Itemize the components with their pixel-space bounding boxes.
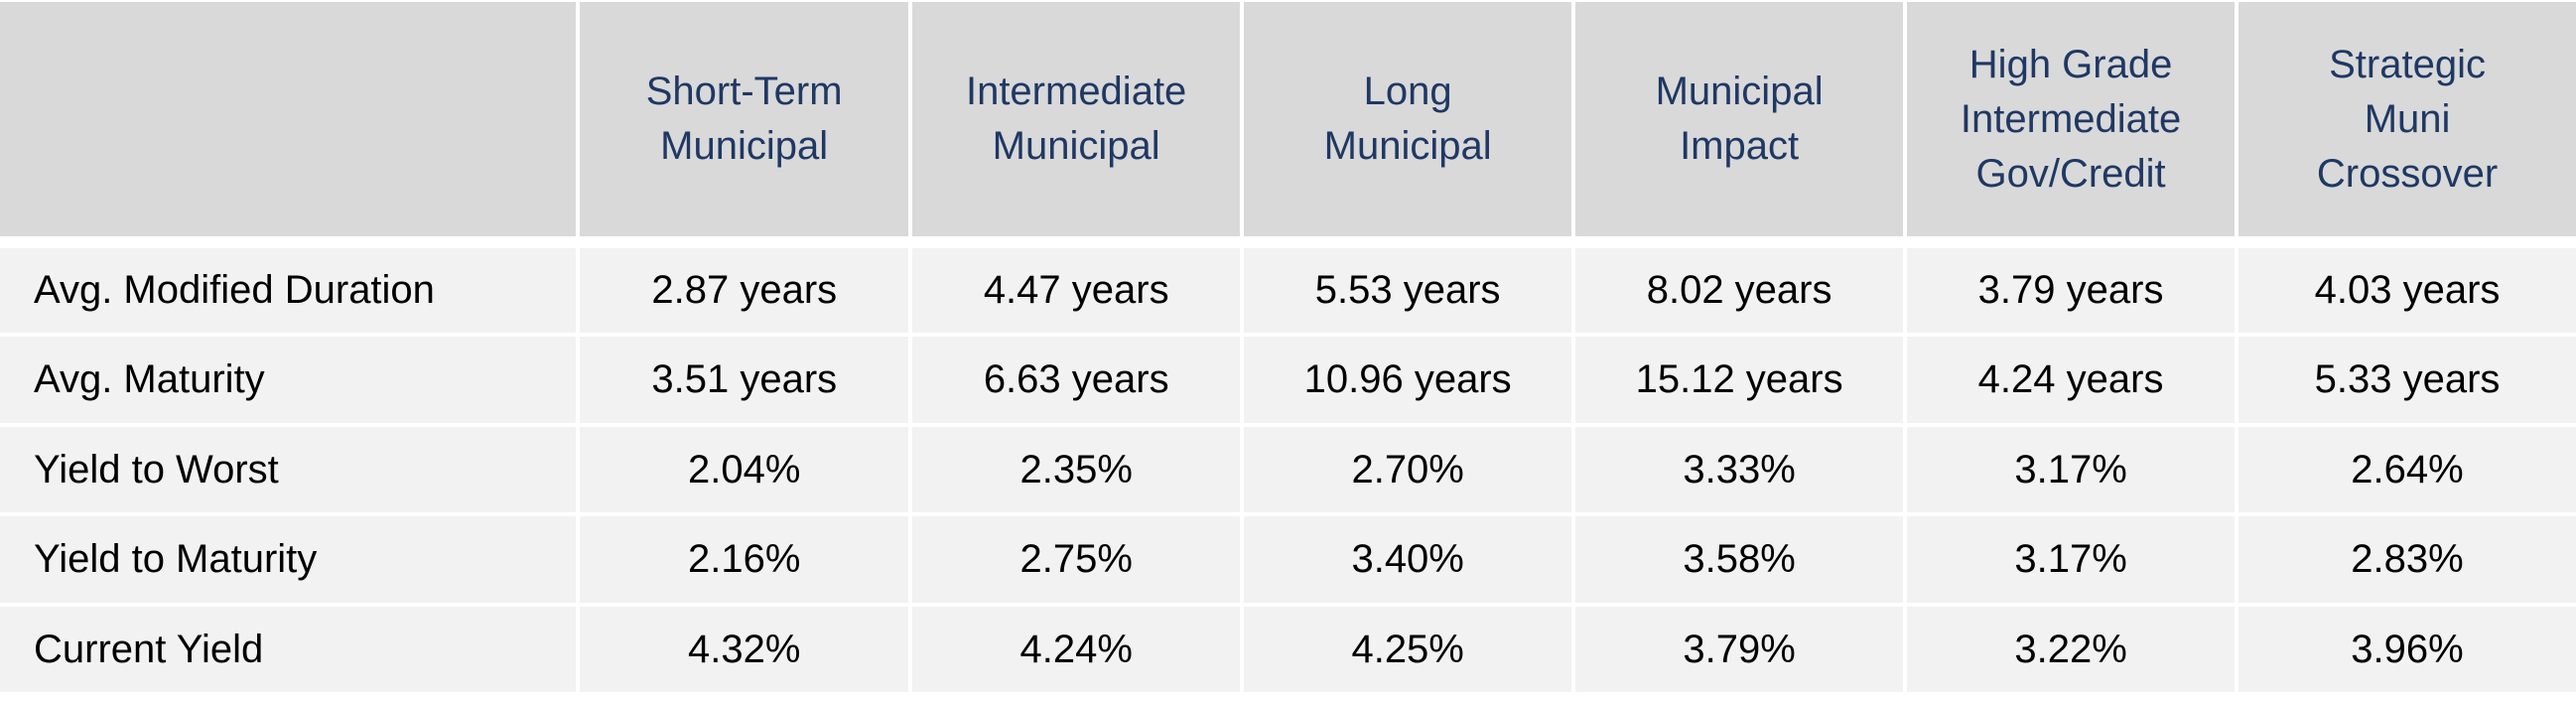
- table-cell: 3.96%: [2238, 607, 2576, 692]
- row-label: Current Yield: [0, 607, 577, 692]
- table-cell: 4.24 years: [1907, 337, 2236, 423]
- header-cell-strategic-muni-crossover: Strategic Muni Crossover: [2238, 2, 2576, 236]
- table-cell: 2.35%: [912, 427, 1241, 512]
- table-row: Yield to Maturity 2.16% 2.75% 3.40% 3.58…: [0, 516, 2576, 603]
- table-cell: 3.51 years: [580, 337, 909, 423]
- table-header-row: Short-Term Municipal Intermediate Munici…: [0, 2, 2576, 236]
- row-label: Yield to Worst: [0, 427, 577, 512]
- table-row: Current Yield 4.32% 4.24% 4.25% 3.79% 3.…: [0, 607, 2576, 692]
- table-cell: 2.04%: [580, 427, 909, 512]
- table-cell: 2.64%: [2238, 427, 2576, 512]
- table-row: Yield to Worst 2.04% 2.35% 2.70% 3.33% 3…: [0, 427, 2576, 512]
- header-cell-municipal-impact: Municipal Impact: [1575, 2, 1904, 236]
- header-cell-long-municipal: Long Municipal: [1244, 2, 1572, 236]
- table-cell: 3.17%: [1907, 427, 2236, 512]
- table-cell: 3.79%: [1575, 607, 1904, 692]
- header-cell-blank: [0, 2, 577, 236]
- table-cell: 3.40%: [1244, 516, 1572, 603]
- table-cell: 2.70%: [1244, 427, 1572, 512]
- table-row: Avg. Maturity 3.51 years 6.63 years 10.9…: [0, 337, 2576, 423]
- table-cell: 3.17%: [1907, 516, 2236, 603]
- table-cell: 5.33 years: [2238, 337, 2576, 423]
- row-label: Avg. Maturity: [0, 337, 577, 423]
- header-cell-intermediate-municipal: Intermediate Municipal: [912, 2, 1241, 236]
- header-cell-high-grade-intermediate: High Grade Intermediate Gov/Credit: [1907, 2, 2236, 236]
- table-cell: 3.79 years: [1907, 248, 2236, 333]
- table-cell: 3.58%: [1575, 516, 1904, 603]
- header-cell-short-term-municipal: Short-Term Municipal: [580, 2, 909, 236]
- table-cell: 10.96 years: [1244, 337, 1572, 423]
- table-cell: 6.63 years: [912, 337, 1241, 423]
- table-row: Avg. Modified Duration 2.87 years 4.47 y…: [0, 248, 2576, 333]
- table-cell: 4.03 years: [2238, 248, 2576, 333]
- table-cell: 4.25%: [1244, 607, 1572, 692]
- table-cell: 15.12 years: [1575, 337, 1904, 423]
- table-cell: 5.53 years: [1244, 248, 1572, 333]
- table-cell: 2.75%: [912, 516, 1241, 603]
- table-cell: 4.47 years: [912, 248, 1241, 333]
- table-cell: 3.33%: [1575, 427, 1904, 512]
- table-cell: 2.83%: [2238, 516, 2576, 603]
- table-cell: 8.02 years: [1575, 248, 1904, 333]
- row-label: Avg. Modified Duration: [0, 248, 577, 333]
- table-cell: 2.87 years: [580, 248, 909, 333]
- table-cell: 3.22%: [1907, 607, 2236, 692]
- table-cell: 2.16%: [580, 516, 909, 603]
- table-cell: 4.24%: [912, 607, 1241, 692]
- table-cell: 4.32%: [580, 607, 909, 692]
- row-label: Yield to Maturity: [0, 516, 577, 603]
